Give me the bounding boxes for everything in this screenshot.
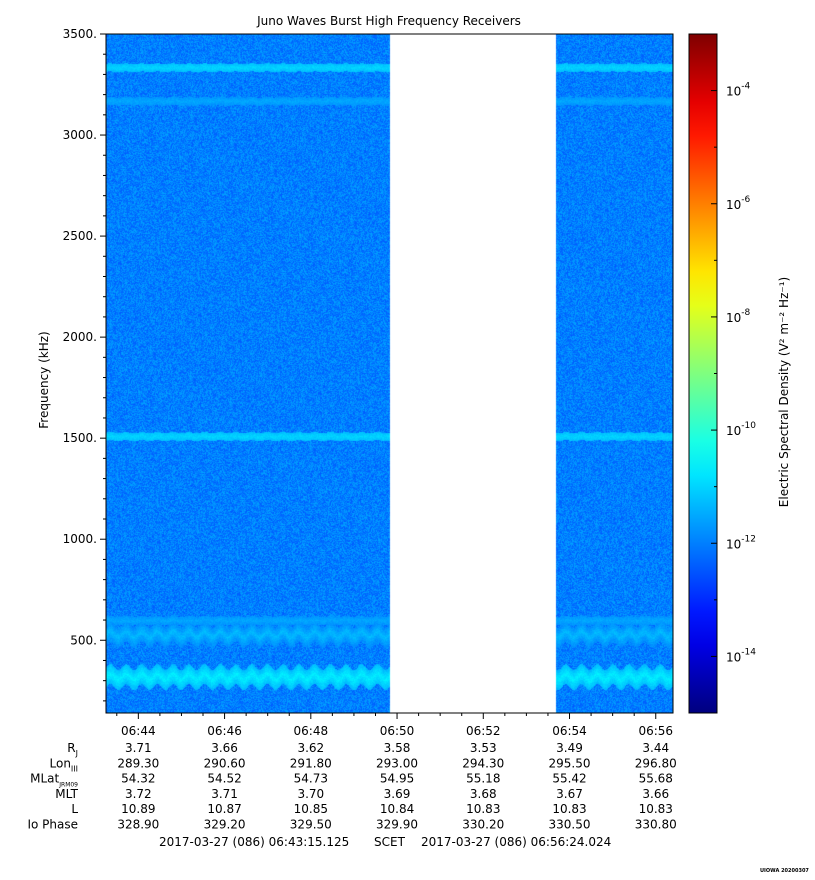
ephemeris-value: 54.95 — [380, 772, 414, 786]
x-tick-label: 06:44 — [121, 724, 156, 738]
ephemeris-value: 3.71 — [211, 787, 238, 801]
y-tick-label: 500. — [70, 633, 97, 647]
ephemeris-value: 3.69 — [384, 787, 411, 801]
spectrogram-image — [106, 34, 673, 713]
ephemeris-row-label: L — [71, 802, 78, 816]
y-tick-label: 3000. — [63, 128, 97, 142]
ephemeris-row-label: MLT — [55, 787, 78, 801]
ephemeris-value: 10.84 — [380, 802, 414, 816]
ephemeris-value: 293.00 — [376, 756, 418, 770]
ephemeris-value: 55.18 — [466, 772, 500, 786]
ephemeris-value: 296.80 — [635, 756, 677, 770]
colorbar-tick-label: 10-10 — [726, 421, 756, 438]
ephemeris-value: 329.90 — [376, 818, 418, 832]
time-range-end: 2017-03-27 (086) 06:56:24.024 — [421, 835, 611, 849]
ephemeris-value: 295.50 — [549, 756, 591, 770]
ephemeris-row-label: MLatJRM09 — [30, 772, 78, 789]
time-range-mid: SCET — [374, 835, 406, 849]
ephemeris-value: 3.62 — [297, 741, 324, 755]
x-tick-label: 06:46 — [207, 724, 242, 738]
ephemeris-value: 3.67 — [556, 787, 583, 801]
ephemeris-value: 54.52 — [207, 772, 241, 786]
ephemeris-value: 329.50 — [290, 818, 332, 832]
colorbar-tick-label: 10-12 — [726, 534, 756, 551]
ephemeris-value: 3.70 — [297, 787, 324, 801]
ephemeris-value: 3.71 — [125, 741, 152, 755]
ephemeris-value: 3.66 — [211, 741, 238, 755]
ephemeris-value: 3.49 — [556, 741, 583, 755]
ephemeris-value: 330.50 — [549, 818, 591, 832]
ephemeris-value: 10.89 — [121, 802, 155, 816]
y-tick-label: 2000. — [63, 330, 97, 344]
ephemeris-value: 55.42 — [552, 772, 586, 786]
colorbar-tick-label: 10-8 — [726, 308, 751, 325]
ephemeris-value: 294.30 — [462, 756, 504, 770]
x-tick-label: 06:50 — [380, 724, 415, 738]
colorbar-gradient — [688, 33, 718, 714]
y-tick-label: 2500. — [63, 229, 97, 243]
ephemeris-row-label: Io Phase — [27, 818, 78, 832]
ephemeris-value: 329.20 — [204, 818, 246, 832]
ephemeris-value: 289.30 — [117, 756, 159, 770]
ephemeris-value: 328.90 — [117, 818, 159, 832]
x-axis: 06:44 06:46 06:48 06:50 06:52 06:54 06:56 — [116, 713, 673, 738]
ephemeris-value: 291.80 — [290, 756, 332, 770]
ephemeris-value: 3.44 — [642, 741, 669, 755]
colorbar-tick-label: 10-4 — [726, 82, 751, 99]
y-tick-label: 1000. — [63, 532, 97, 546]
x-tick-label: 06:54 — [552, 724, 587, 738]
y-tick-label: 1500. — [63, 431, 97, 445]
footer-tag: UIOWA 20200307 — [760, 868, 809, 874]
ephemeris-value: 3.72 — [125, 787, 152, 801]
colorbar-tick-label: 10-6 — [726, 195, 751, 212]
y-axis: 500. 1000. 1500. 2000. 2500. 3000. 3500. — [63, 27, 106, 702]
ephemeris-value: 10.83 — [466, 802, 500, 816]
ephemeris-value: 330.20 — [462, 818, 504, 832]
ephemeris-value: 10.87 — [207, 802, 241, 816]
ephemeris-value: 10.83 — [552, 802, 586, 816]
chart-title: Juno Waves Burst High Frequency Receiver… — [256, 14, 521, 28]
colorbar-label: Electric Spectral Density (V² m⁻² Hz⁻¹) — [777, 277, 791, 507]
ephemeris-row-label: LonIII — [50, 756, 79, 773]
x-tick-label: 06:52 — [466, 724, 501, 738]
y-axis-label: Frequency (kHz) — [37, 331, 51, 428]
ephemeris-table: RJ 3.71 3.66 3.62 3.58 3.53 3.49 3.44 LonIII 289.… — [27, 741, 676, 832]
ephemeris-value: 3.53 — [470, 741, 497, 755]
ephemeris-value: 55.68 — [639, 772, 673, 786]
ephemeris-value: 3.68 — [470, 787, 497, 801]
ephemeris-row-label: RJ — [67, 741, 78, 758]
ephemeris-value: 290.60 — [204, 756, 246, 770]
plot-frame — [105, 33, 674, 714]
y-tick-label: 3500. — [63, 27, 97, 41]
ephemeris-value: 54.32 — [121, 772, 155, 786]
colorbar: 10-4 10-6 10-8 10-10 10-12 10-14 — [688, 33, 756, 714]
ephemeris-value: 54.73 — [294, 772, 328, 786]
ephemeris-value: 330.80 — [635, 818, 677, 832]
colorbar-tick-label: 10-14 — [726, 647, 756, 664]
ephemeris-value: 3.66 — [642, 787, 669, 801]
x-tick-label: 06:56 — [638, 724, 673, 738]
ephemeris-value: 3.58 — [384, 741, 411, 755]
ephemeris-value: 10.85 — [294, 802, 328, 816]
time-range-start: 2017-03-27 (086) 06:43:15.125 — [159, 835, 349, 849]
ephemeris-value: 10.83 — [639, 802, 673, 816]
x-tick-label: 06:48 — [294, 724, 329, 738]
